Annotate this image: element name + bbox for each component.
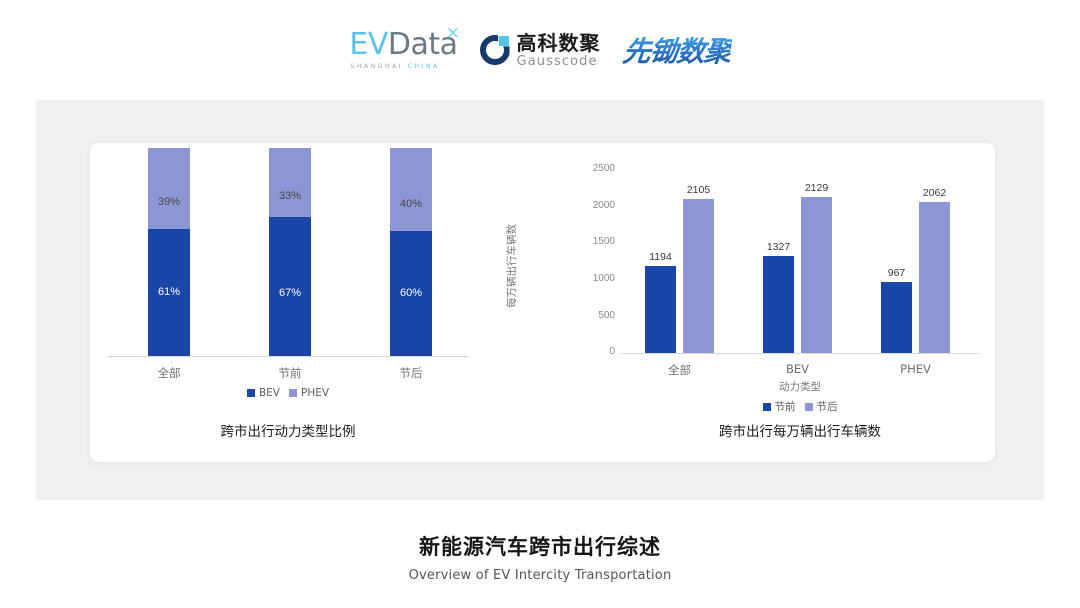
legend-item-jiehou[interactable]: 节后 (804, 399, 838, 414)
bar-quanbu-phev[interactable] (148, 148, 190, 229)
bar-value-phev-jiehou: 2062 (922, 187, 947, 199)
right-chart-ytick-1500: 1500 (592, 236, 615, 247)
bar-phev-jiehou[interactable] (919, 202, 950, 353)
bar-label-jiehou-phev: 40% (399, 198, 423, 210)
bar-value-phev-jieqian: 967 (887, 267, 906, 279)
evdata-logo: EV Data × SHANGHAI CHINA (349, 25, 460, 71)
bar-quanbu-jiehou[interactable] (683, 199, 714, 353)
legend-item-bev[interactable]: BEV (246, 387, 280, 399)
bar-value-bev-jiehou: 2129 (804, 182, 829, 194)
gausscode-mark-icon (479, 35, 510, 65)
gausscode-square-shape (498, 36, 509, 46)
evdata-tagline: SHANGHAI CHINA (350, 63, 439, 70)
legend-label-jieqian: 节前 (774, 401, 796, 413)
page-title: 新能源汽车跨市出行综述 (419, 535, 661, 559)
chart-powertrain-share: 39% 61% 33% 67% 40% 60% 全部 节前 节后 BEV PHE… (90, 143, 510, 462)
legend-label-bev: BEV (258, 387, 280, 399)
evdata-wordmark: EV Data × (349, 25, 460, 62)
bar-label-quanbu-phev: 39% (157, 196, 181, 208)
legend-label-phev: PHEV (300, 387, 330, 399)
legend-swatch-bev (246, 389, 255, 397)
legend-swatch-jieqian (762, 402, 771, 411)
left-chart-cat-quanbu: 全部 (157, 366, 181, 380)
evdata-tagline-city: SHANGHAI (350, 63, 404, 70)
left-chart-legend: BEV PHEV (108, 387, 468, 399)
chart-trips-per-10k: 每万辆出行车辆数 2500 2000 1500 1000 500 0 1194 … (490, 143, 995, 462)
right-chart-title: 跨市出行每万辆出行车辆数 (719, 424, 881, 440)
bar-phev-jieqian[interactable] (881, 282, 912, 353)
gausscode-cn-name: 高科数聚 (516, 30, 601, 55)
right-chart-ytick-2500: 2500 (592, 163, 615, 174)
bar-quanbu-bev[interactable] (148, 229, 190, 356)
evdata-cross-icon: × (445, 23, 460, 43)
bar-value-quanbu-jieqian: 1194 (649, 251, 672, 263)
right-chart-x-axis-title: 动力类型 (779, 381, 821, 393)
legend-item-jieqian[interactable]: 节前 (762, 399, 796, 414)
bar-jieqian-bev[interactable] (269, 217, 311, 356)
logo-bar: EV Data × SHANGHAI CHINA 高科数聚 Gausscode 先… (0, 22, 1080, 78)
right-chart-cat-bev: BEV (785, 362, 810, 376)
legend-swatch-phev (288, 389, 297, 397)
charts-card: 39% 61% 33% 67% 40% 60% 全部 节前 节后 BEV PHE… (90, 143, 995, 462)
left-chart-cat-jieqian: 节前 (278, 366, 302, 380)
bar-jiehou-phev[interactable] (390, 148, 432, 231)
evdata-ev-text: EV (349, 27, 388, 62)
legend-label-jiehou: 节后 (816, 401, 838, 413)
right-chart-x-axis (620, 353, 980, 354)
footer: 新能源汽车跨市出行综述 Overview of EV Intercity Tra… (0, 531, 1080, 583)
bar-label-jiehou-bev: 60% (399, 287, 423, 299)
bar-value-quanbu-jiehou: 2105 (686, 184, 711, 196)
legend-item-phev[interactable]: PHEV (288, 387, 330, 399)
evdata-data-text: Data (387, 27, 458, 62)
bar-quanbu-jieqian[interactable] (645, 266, 676, 353)
right-chart-ytick-500: 500 (598, 310, 615, 321)
legend-swatch-jiehou (804, 402, 813, 411)
right-chart-ytick-0: 0 (609, 346, 615, 357)
left-chart-x-axis (108, 356, 468, 357)
gausscode-ring-shape (479, 35, 510, 65)
gausscode-en-name: Gausscode (516, 53, 598, 69)
bar-jiehou-bev[interactable] (390, 231, 432, 356)
bar-label-quanbu-bev: 61% (157, 286, 181, 298)
bar-label-jieqian-bev: 67% (278, 287, 302, 299)
page-subtitle: Overview of EV Intercity Transportation (408, 568, 672, 583)
xianfeng-logo: 先锄数聚 (620, 30, 732, 70)
right-chart-cat-phev: PHEV (900, 362, 931, 376)
bar-value-bev-jieqian: 1327 (766, 241, 791, 253)
right-chart-legend: 节前 节后 (620, 399, 980, 414)
right-chart-cat-quanbu: 全部 (668, 363, 691, 377)
right-chart-y-axis-title: 每万辆出行车辆数 (506, 224, 518, 308)
left-chart-cat-jiehou: 节后 (399, 366, 423, 380)
right-chart-ytick-1000: 1000 (592, 273, 615, 284)
bar-label-jieqian-phev: 33% (278, 190, 302, 202)
bar-bev-jieqian[interactable] (763, 256, 794, 353)
gausscode-text: 高科数聚 Gausscode (517, 33, 601, 68)
gausscode-logo: 高科数聚 Gausscode (479, 33, 601, 68)
evdata-tagline-country: CHINA (407, 63, 440, 70)
bar-bev-jiehou[interactable] (801, 197, 832, 353)
right-chart-ytick-2000: 2000 (592, 200, 615, 211)
bar-jieqian-phev[interactable] (269, 148, 311, 217)
left-chart-title: 跨市出行动力类型比例 (220, 424, 356, 440)
